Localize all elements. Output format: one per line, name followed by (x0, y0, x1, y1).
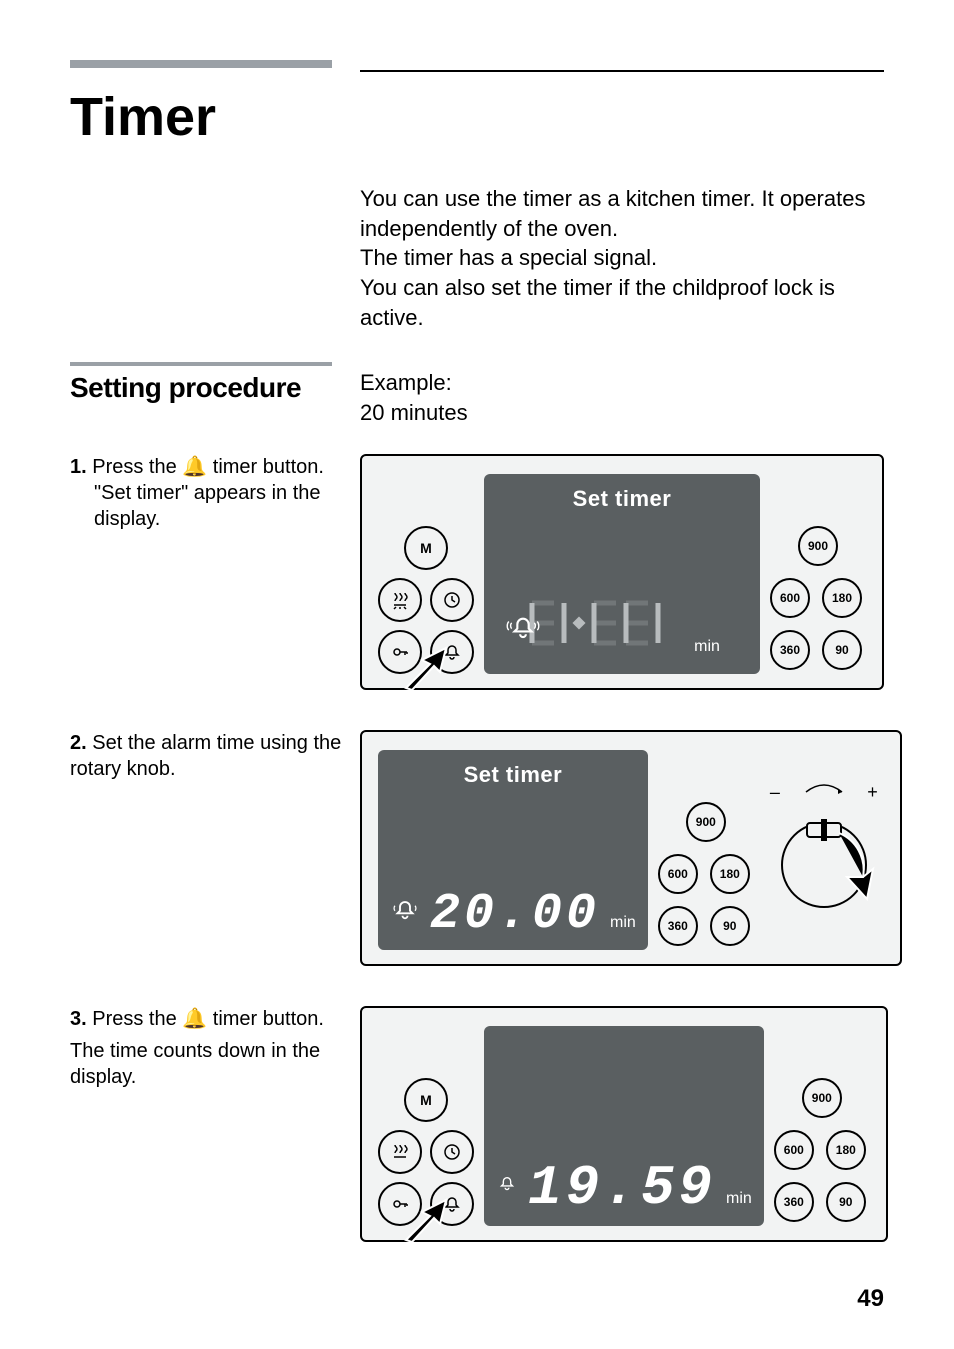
memory-button[interactable]: M (404, 526, 448, 570)
steam-icon (390, 590, 410, 610)
step-2-body: Set the alarm time using the rotary knob… (70, 732, 341, 780)
wattage-button-grid: 900 600 180 360 90 (658, 750, 754, 950)
step-number: 2. (70, 732, 87, 754)
step-3-line1-after: timer button. (207, 1008, 324, 1030)
watt-900-button[interactable]: 900 (798, 526, 838, 566)
bell-indicator-icon (390, 897, 420, 932)
manual-page: Timer You can use the timer as a kitchen… (0, 0, 954, 1349)
example-label: Example: (360, 368, 884, 398)
watt-600-button[interactable]: 600 (774, 1130, 814, 1170)
step-1-line1-before: Press the (92, 456, 182, 478)
steam-icon (390, 1142, 410, 1162)
watt-600-button[interactable]: 600 (770, 578, 810, 618)
clock-button[interactable] (430, 578, 474, 622)
clock-icon (442, 590, 462, 610)
page-number: 49 (857, 1285, 884, 1313)
segment-display: 20.00 (430, 890, 600, 940)
watt-90-button[interactable]: 90 (822, 630, 862, 670)
watt-180-button[interactable]: 180 (822, 578, 862, 618)
clock-icon (442, 1142, 462, 1162)
step-number: 3. (70, 1008, 87, 1030)
watt-900-button[interactable]: 900 (686, 802, 726, 842)
step-1-text: 1. Press the 🔔 timer button. "Set timer"… (70, 454, 360, 532)
bell-indicator-icon (496, 1174, 518, 1201)
lcd-display: Set timer 20.00 min (378, 750, 648, 950)
pointer-arrow-icon (400, 642, 452, 694)
top-horizontal-rule (360, 70, 884, 72)
memory-button[interactable]: M (404, 1078, 448, 1122)
lcd-display: 19.59 min (484, 1026, 764, 1226)
intro-paragraph: You can use the timer as a kitchen timer… (360, 184, 884, 243)
watt-360-button[interactable]: 360 (658, 906, 698, 946)
step-1-line1-after: timer button. (207, 456, 324, 478)
segment-display (524, 595, 684, 664)
knob-plus-label: + (867, 782, 878, 803)
watt-900-button[interactable]: 900 (802, 1078, 842, 1118)
watt-180-button[interactable]: 180 (710, 854, 750, 894)
pointer-arrow-icon (400, 1194, 452, 1246)
step-1-line2: "Set timer" appears in the display. (94, 480, 348, 532)
rotary-knob-icon (769, 807, 879, 917)
display-top-label: Set timer (464, 762, 563, 788)
intro-paragraph: The timer has a special signal. (360, 243, 884, 273)
rotary-knob[interactable]: – + (764, 750, 884, 950)
wattage-button-grid: 900 600 180 360 90 (770, 474, 866, 674)
watt-180-button[interactable]: 180 (826, 1130, 866, 1170)
example-value: 20 minutes (360, 398, 884, 428)
segment-display: 19.59 (528, 1160, 716, 1216)
watt-360-button[interactable]: 360 (770, 630, 810, 670)
lcd-display: Set timer min (484, 474, 760, 674)
knob-arc-icon (804, 782, 844, 794)
intro-text: You can use the timer as a kitchen timer… (360, 184, 884, 332)
step-1: 1. Press the 🔔 timer button. "Set timer"… (70, 454, 884, 690)
display-panel-2: Set timer 20.00 min (360, 730, 902, 966)
watt-600-button[interactable]: 600 (658, 854, 698, 894)
watt-90-button[interactable]: 90 (710, 906, 750, 946)
step-2: 2. Set the alarm time using the rotary k… (70, 730, 884, 966)
min-label: min (610, 914, 636, 932)
bell-icon: 🔔 (182, 1008, 207, 1030)
bell-indicator-icon (506, 613, 540, 652)
watt-360-button[interactable]: 360 (774, 1182, 814, 1222)
intro-row: You can use the timer as a kitchen timer… (70, 184, 884, 332)
min-label: min (726, 1190, 752, 1208)
section-header-row: Setting procedure Example: 20 minutes (70, 332, 884, 427)
section-heading: Setting procedure (70, 372, 360, 404)
step-3-line1-before: Press the (92, 1008, 182, 1030)
knob-minus-label: – (770, 782, 780, 803)
step-3-after: The time counts down in the display. (70, 1038, 348, 1090)
section-accent-bar (70, 362, 332, 366)
watt-90-button[interactable]: 90 (826, 1182, 866, 1222)
clock-button[interactable] (430, 1130, 474, 1174)
display-panel-1: M Set timer (360, 454, 884, 690)
step-3: 3. Press the 🔔 timer button. The time co… (70, 1006, 884, 1242)
step-number: 1. (70, 456, 87, 478)
steam-button[interactable] (378, 1130, 422, 1174)
intro-paragraph: You can also set the timer if the childp… (360, 273, 884, 332)
bell-icon: 🔔 (182, 456, 207, 478)
display-top-label: Set timer (573, 486, 672, 512)
step-2-text: 2. Set the alarm time using the rotary k… (70, 730, 360, 782)
steam-button[interactable] (378, 578, 422, 622)
page-title: Timer (70, 86, 884, 148)
step-3-text: 3. Press the 🔔 timer button. The time co… (70, 1006, 360, 1090)
title-accent-bar (70, 60, 332, 68)
wattage-button-grid: 900 600 180 360 90 (774, 1026, 870, 1226)
display-panel-3: M 19.59 (360, 1006, 888, 1242)
min-label: min (694, 638, 720, 656)
